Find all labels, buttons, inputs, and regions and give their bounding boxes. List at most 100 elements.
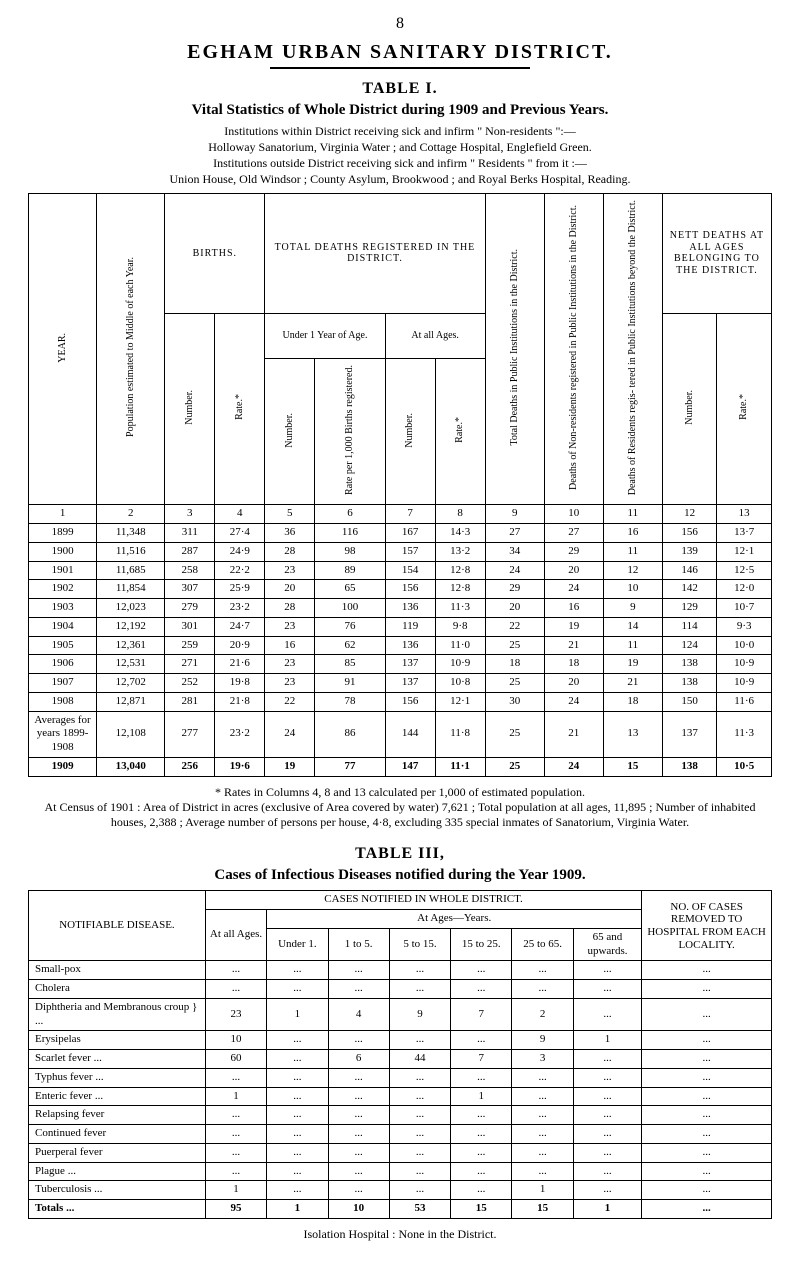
cell: 9 (389, 998, 450, 1031)
cell: 22·2 (215, 561, 265, 580)
cell: 11·6 (717, 692, 772, 711)
cell: ... (642, 1162, 772, 1181)
cell: ... (267, 1087, 328, 1106)
hdr-cases-whole: CASES NOTIFIED IN WHOLE DISTRICT. (205, 891, 641, 910)
cell: ... (573, 1125, 641, 1144)
cell: 36 (265, 524, 315, 543)
cell: ... (451, 1162, 512, 1181)
cell: ... (512, 1087, 573, 1106)
cell: 1899 (29, 524, 97, 543)
cell: 10·9 (717, 655, 772, 674)
cell: 279 (165, 599, 215, 618)
cell: 271 (165, 655, 215, 674)
cell: 9·8 (435, 617, 485, 636)
cell: 1900 (29, 542, 97, 561)
cell: 22 (485, 617, 544, 636)
colnum: 8 (435, 505, 485, 524)
cell: 11·3 (435, 599, 485, 618)
table-row: 190712,70225219·8239113710·825202113810·… (29, 674, 772, 693)
table-row: 190412,19230124·723761199·82219141149·3 (29, 617, 772, 636)
cell: 12,702 (97, 674, 165, 693)
cell: ... (573, 998, 641, 1031)
cell: 116 (315, 524, 385, 543)
cell: ... (573, 1068, 641, 1087)
table1-subtitle: Vital Statistics of Whole District durin… (28, 101, 772, 120)
colnum: 5 (265, 505, 315, 524)
cell: 24·7 (215, 617, 265, 636)
disease-name: Puerperal fever (29, 1143, 206, 1162)
hdr-nett-rate: Rate.* (717, 313, 772, 505)
hdr-tot-pub-text: Total Deaths in Public Institutions in t… (509, 249, 521, 446)
colnum: 13 (717, 505, 772, 524)
cell: 1 (451, 1087, 512, 1106)
cell: 14 (603, 617, 662, 636)
txt: Number. (404, 413, 416, 448)
cell: 28 (265, 542, 315, 561)
cell: 311 (165, 524, 215, 543)
cell: 10·9 (435, 655, 485, 674)
table1-head: YEAR. Population estimated to Middle of … (29, 193, 772, 523)
table-row: Scarlet fever ...60...64473...... (29, 1050, 772, 1069)
cell: 29 (544, 542, 603, 561)
cell: ... (642, 1143, 772, 1162)
cell: 11·1 (435, 757, 485, 776)
table-row: Continued fever........................ (29, 1125, 772, 1144)
colnum: 9 (485, 505, 544, 524)
cell: 10·0 (717, 636, 772, 655)
cell: ... (389, 1068, 450, 1087)
main-title: EGHAM URBAN SANITARY DISTRICT. (28, 40, 772, 65)
cell: ... (642, 1125, 772, 1144)
disease-name: Continued fever (29, 1125, 206, 1144)
cell: ... (328, 1162, 389, 1181)
cell: ... (389, 1181, 450, 1200)
cell: 1907 (29, 674, 97, 693)
table-row: 190211,85430725·9206515612·829241014212·… (29, 580, 772, 599)
cell: 10·9 (717, 674, 772, 693)
cell: 10 (603, 580, 662, 599)
cell: 1 (573, 1031, 641, 1050)
cell: ... (205, 1162, 266, 1181)
table-row: Tuberculosis ...1............1...... (29, 1181, 772, 1200)
cell: ... (573, 1143, 641, 1162)
hdr-pop: Population estimated to Middle of each Y… (97, 193, 165, 505)
disease-name: Cholera (29, 980, 206, 999)
table2-subtitle: Cases of Infectious Diseases notified du… (28, 866, 772, 885)
cell: 65 (315, 580, 385, 599)
totals-row: Totals ... 95 1 10 53 15 15 1 ... (29, 1200, 772, 1219)
cell: ... (451, 1106, 512, 1125)
cell: 20 (265, 580, 315, 599)
cell: 62 (315, 636, 385, 655)
cell: 19 (544, 617, 603, 636)
cell: 28 (265, 599, 315, 618)
cell: 11,854 (97, 580, 165, 599)
cell: 119 (385, 617, 435, 636)
cell: 10 (328, 1200, 389, 1219)
cell: 24 (485, 561, 544, 580)
cell: 137 (385, 655, 435, 674)
cell: 21 (544, 711, 603, 757)
hdr-locality: NO. OF CASES REMOVED TO HOSPITAL FROM EA… (642, 891, 772, 961)
cell: ... (205, 1125, 266, 1144)
cell: 27 (485, 524, 544, 543)
final-row: 1909 13,040 256 19·6 19 77 147 11·1 25 2… (29, 757, 772, 776)
disease-name: Enteric fever ... (29, 1087, 206, 1106)
cell: ... (205, 1106, 266, 1125)
cell: 13 (603, 711, 662, 757)
hdr-all-rate: Rate.* (435, 359, 485, 505)
cell: 12·8 (435, 580, 485, 599)
hdr-b3: 15 to 25. (451, 928, 512, 961)
col-number-row: 1 2 3 4 5 6 7 8 9 10 11 12 13 (29, 505, 772, 524)
hdr-b4: 25 to 65. (512, 928, 573, 961)
hdr-all-num: Number. (385, 359, 435, 505)
cell: 142 (662, 580, 717, 599)
cell: 12·0 (717, 580, 772, 599)
cell: ... (512, 1068, 573, 1087)
cell: 98 (315, 542, 385, 561)
cell: ... (267, 1162, 328, 1181)
cell: 25 (485, 674, 544, 693)
cell: ... (642, 961, 772, 980)
cell: ... (642, 980, 772, 999)
cell: ... (267, 1181, 328, 1200)
table-row: 189911,34831127·43611616714·327271615613… (29, 524, 772, 543)
cell: ... (267, 1050, 328, 1069)
